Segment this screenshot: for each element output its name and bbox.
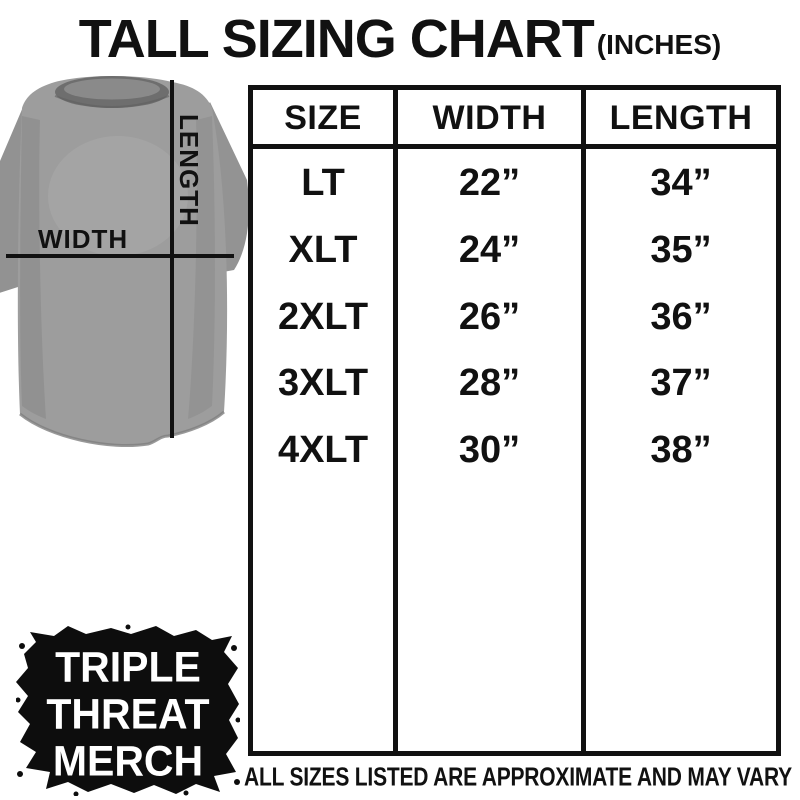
page-title: TALL SIZING CHART (INCHES)	[0, 10, 800, 68]
cell-size-3: 3XLT	[277, 362, 369, 404]
cell-length-4: 38”	[650, 429, 712, 471]
cell-width-0: 22”	[458, 162, 521, 204]
length-measure-label: LENGTH	[174, 114, 204, 227]
width-measure-line	[6, 254, 234, 258]
length-measure-line	[170, 80, 174, 438]
hem-edge	[19, 410, 225, 448]
cell-length-3: 37”	[650, 362, 712, 404]
logo-text: TRIPLE THREAT MERCH	[16, 642, 240, 786]
logo-grunge-background	[16, 624, 240, 796]
cell-size-0: LT	[301, 162, 345, 204]
column-header-size: SIZE	[253, 90, 393, 149]
sizing-table: SIZE LT XLT 2XLT 3XLT 4XLT WIDTH 22” 24”…	[248, 85, 781, 756]
cell-width-1: 24”	[458, 229, 521, 271]
collar-seam	[54, 95, 170, 108]
title-text: TALL SIZING CHART	[78, 9, 595, 69]
table-column-length: LENGTH 34” 35” 36” 37” 38”	[581, 85, 781, 756]
cell-length-0: 34”	[650, 162, 712, 204]
shirt-measurement-diagram: WIDTH LENGTH	[0, 76, 250, 468]
column-header-length: LENGTH	[586, 90, 776, 149]
logo-line-3: MERCH	[52, 736, 204, 786]
logo-blob	[16, 626, 239, 794]
table-column-width: WIDTH 22” 24” 26” 28” 30”	[393, 85, 586, 756]
cell-length-1: 35”	[650, 229, 712, 271]
table-column-size: SIZE LT XLT 2XLT 3XLT 4XLT	[248, 85, 398, 756]
cell-width-2: 26”	[458, 296, 521, 338]
tshirt-graphic	[0, 76, 249, 448]
column-header-width: WIDTH	[398, 90, 581, 149]
cell-length-2: 36”	[650, 296, 712, 338]
cell-size-1: XLT	[288, 229, 358, 271]
shading-left	[20, 116, 46, 419]
brand-logo: TRIPLE THREAT MERCH	[16, 624, 240, 796]
cell-size-2: 2XLT	[277, 296, 369, 338]
chest-highlight	[48, 136, 188, 256]
disclaimer-text: ALL SIZES LISTED ARE APPROXIMATE AND MAY…	[244, 763, 792, 792]
width-measure-label: WIDTH	[38, 224, 129, 254]
cell-width-4: 30”	[458, 429, 521, 471]
cell-size-4: 4XLT	[277, 429, 369, 471]
logo-line-2: THREAT	[46, 689, 210, 739]
collar-inner	[64, 78, 160, 100]
logo-line-1: TRIPLE	[55, 642, 201, 692]
shading-right	[188, 116, 215, 419]
title-unit: (INCHES)	[596, 29, 722, 60]
tshirt-body	[17, 76, 228, 446]
cell-width-3: 28”	[458, 362, 521, 404]
